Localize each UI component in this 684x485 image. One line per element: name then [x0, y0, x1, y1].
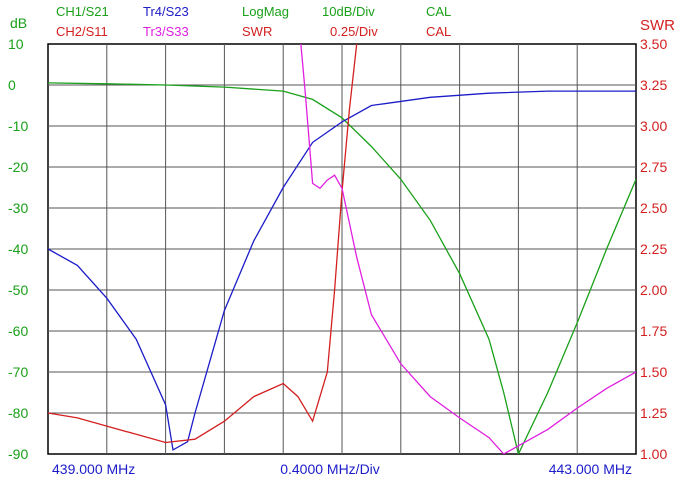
- header-tr4-s23: Tr4/S23: [143, 4, 189, 19]
- x-label-start: 439.000 MHz: [52, 461, 135, 477]
- left-axis-ticks: 10 0 -10 -20 -30 -40 -50 -60 -70 -80 -90: [8, 36, 28, 462]
- right-tick-label: 2.00: [640, 282, 667, 298]
- header-ch1-s21: CH1/S21: [56, 4, 109, 19]
- left-tick-label: -20: [8, 159, 28, 175]
- left-tick-label: -50: [8, 282, 28, 298]
- left-tick-label: -60: [8, 323, 28, 339]
- left-tick-label: -40: [8, 241, 28, 257]
- x-axis-labels: 439.000 MHz 0.4000 MHz/Div 443.000 MHz: [52, 461, 632, 477]
- right-tick-label: 1.50: [640, 364, 667, 380]
- header-swr: SWR: [242, 24, 273, 39]
- right-tick-label: 2.75: [640, 159, 667, 175]
- right-tick-label: 1.75: [640, 323, 667, 339]
- header-cal-2: CAL: [426, 24, 452, 39]
- series-line-ch2-s11: [48, 44, 358, 444]
- x-label-end: 443.000 MHz: [549, 461, 632, 477]
- right-tick-label: 3.25: [640, 77, 667, 93]
- left-tick-label: -10: [8, 118, 28, 134]
- left-tick-label: 0: [8, 77, 16, 93]
- series-line-tr4-s23: [48, 90, 636, 451]
- left-tick-label: -80: [8, 405, 28, 421]
- header-ch2-s11: CH2/S11: [56, 24, 108, 39]
- header-logmag: LogMag: [242, 4, 289, 19]
- right-tick-label: 1.00: [640, 446, 667, 462]
- right-axis-label: SWR: [640, 17, 675, 34]
- x-label-div: 0.4000 MHz/Div: [280, 461, 380, 477]
- left-axis-label: dB: [10, 15, 27, 31]
- right-tick-label: 2.25: [640, 241, 667, 257]
- right-axis-ticks: 3.50 3.25 3.00 2.75 2.50 2.25 2.00 1.75 1.50 1.25…: [640, 36, 667, 462]
- header-10db-div: 10dB/Div: [322, 4, 375, 19]
- header-tr3-s33: Tr3/S33: [143, 24, 189, 39]
- left-tick-label: -30: [8, 200, 28, 216]
- right-tick-label: 3.00: [640, 118, 667, 134]
- header-cal-1: CAL: [426, 4, 452, 19]
- right-tick-label: 2.50: [640, 200, 667, 216]
- series-line-tr3-s33: [300, 44, 636, 454]
- left-tick-label: -90: [8, 446, 28, 462]
- series-line-ch1-s21: [48, 82, 636, 454]
- right-tick-label: 1.25: [640, 405, 667, 421]
- left-tick-label: -70: [8, 364, 28, 380]
- series-group: [48, 44, 636, 454]
- left-tick-label: 10: [8, 36, 24, 52]
- right-tick-label: 3.50: [640, 36, 667, 52]
- header-0-25-div: 0.25/Div: [330, 24, 378, 39]
